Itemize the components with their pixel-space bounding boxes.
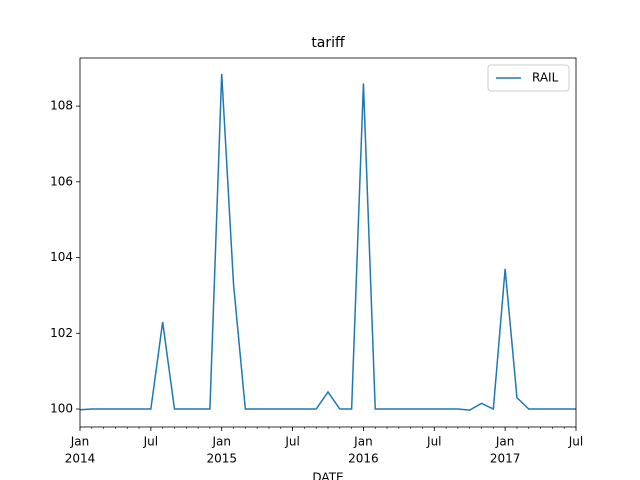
x-tick-year: 2014 (65, 452, 96, 466)
y-tick-label: 104 (50, 250, 73, 264)
x-tick-year: 2015 (206, 452, 237, 466)
x-tick-label: Jan (70, 435, 90, 449)
x-tick-label: Jan (353, 435, 373, 449)
legend-box (487, 64, 570, 92)
data-line (79, 73, 576, 411)
x-tick-year: 2017 (490, 452, 521, 466)
chart-title: tariff (311, 35, 345, 51)
x-tick-label: Jul (143, 435, 158, 449)
x-tick-label: Jan (495, 435, 515, 449)
x-tick-year: 2016 (348, 452, 379, 466)
y-tick-label: 100 (50, 402, 73, 416)
y-tick-label: 108 (50, 99, 73, 113)
x-tick-label: Jul (426, 435, 441, 449)
y-tick-label: 102 (50, 326, 73, 340)
legend-label: RAIL (532, 71, 559, 85)
plot-frame (79, 57, 577, 428)
x-tick-label: Jul (568, 435, 583, 449)
y-tick-label: 106 (50, 174, 73, 188)
x-axis-label: DATE (312, 471, 343, 480)
x-tick-label: Jul (284, 435, 299, 449)
x-tick-label: Jan (211, 435, 231, 449)
